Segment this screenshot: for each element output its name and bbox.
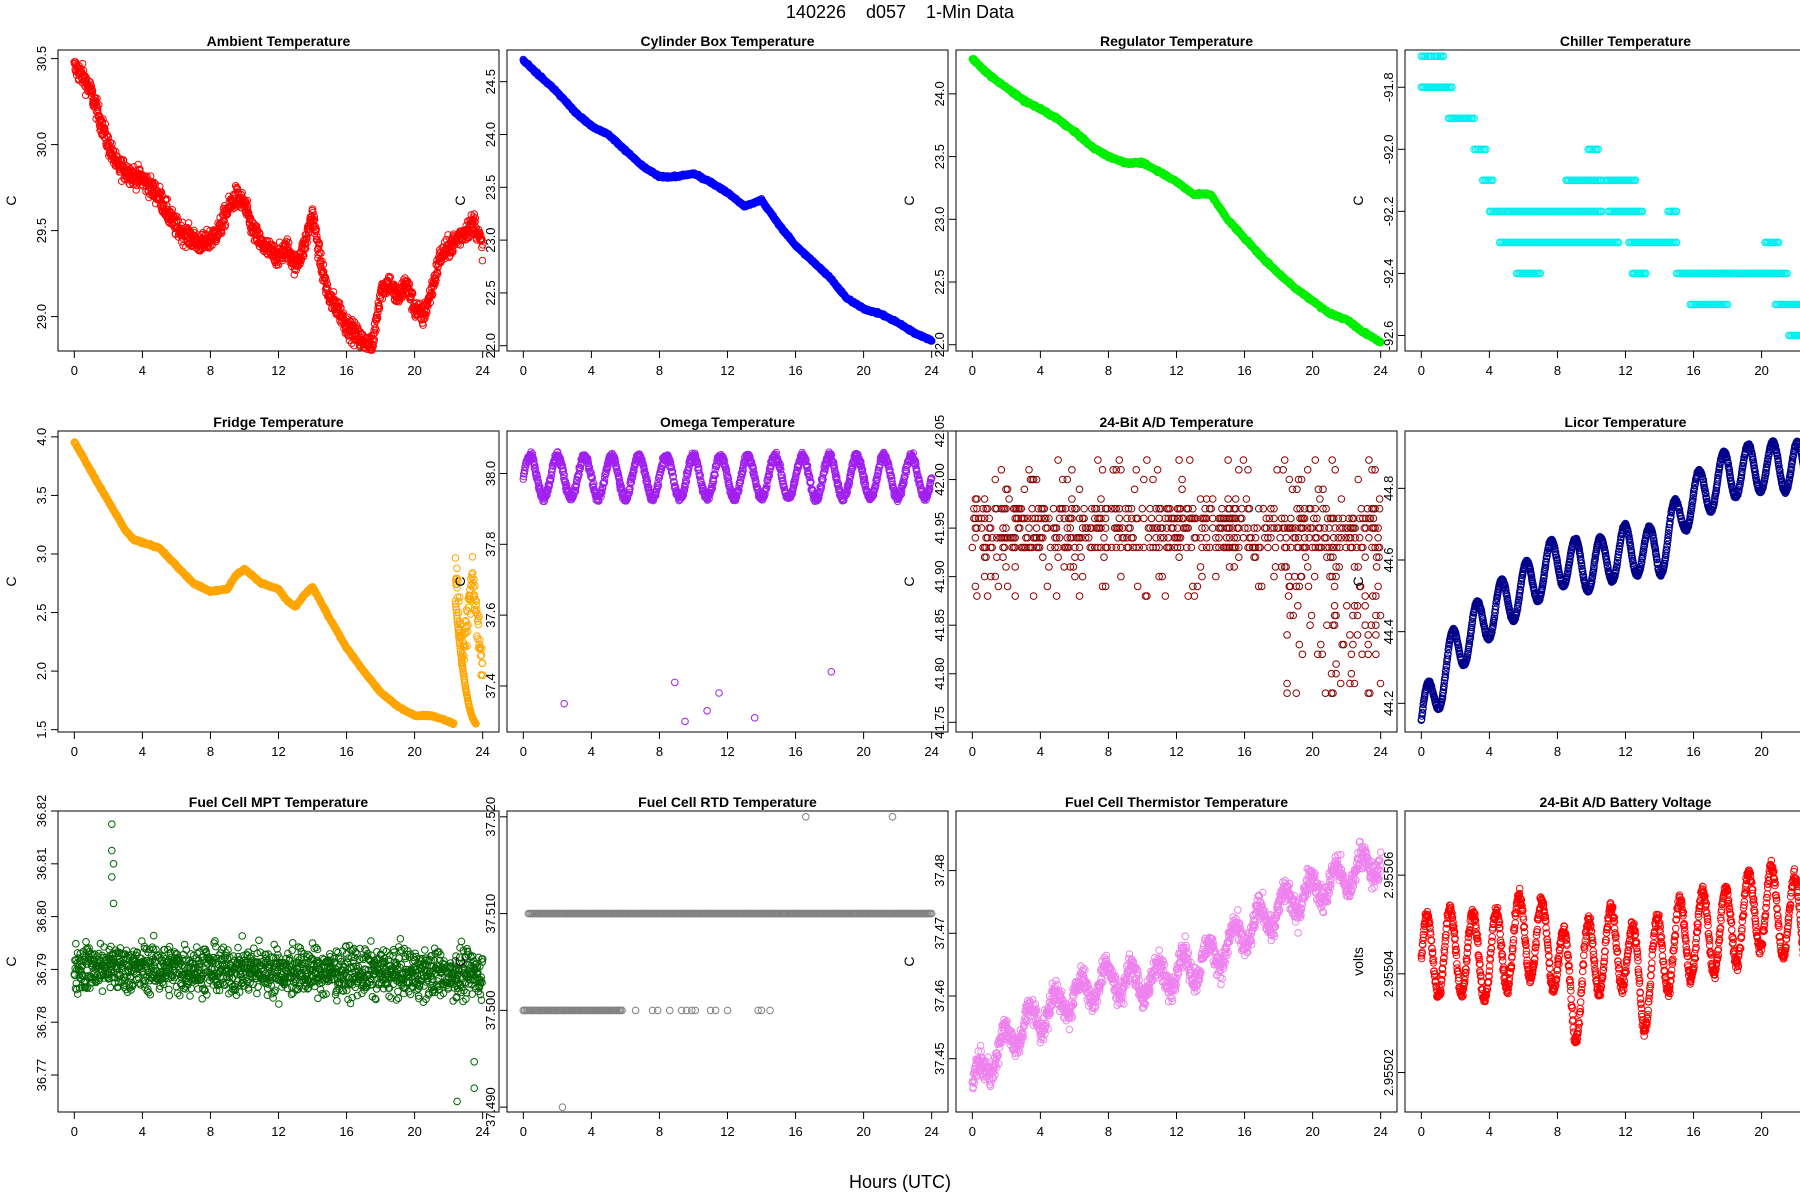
x-tick-label: 12	[1169, 363, 1183, 378]
x-tick-label: 0	[969, 363, 976, 378]
x-tick-label: 24	[475, 363, 489, 378]
chart-panel: Cylinder Box Temperature C 0 4 8 12 16 20 24 22.0…	[452, 33, 948, 378]
plot-frame	[58, 50, 499, 351]
y-tick-label: 23.5	[932, 144, 947, 169]
y-axis-label: C	[1350, 195, 1366, 205]
chart-panel: Chiller Temperature C 0 4 8 12 16 20 24 -92.6 -92.…	[1350, 33, 1800, 378]
y-tick-label: 23.0	[932, 207, 947, 232]
data-points	[71, 59, 486, 354]
y-tick-label: 29.0	[34, 304, 49, 329]
plot-frame	[1405, 50, 1800, 351]
x-tick-label: 16	[1686, 363, 1700, 378]
x-tick-label: 0	[520, 363, 527, 378]
x-tick-label: 20	[407, 363, 421, 378]
data-point	[479, 257, 486, 264]
x-tick-label: 8	[207, 363, 214, 378]
plot-grid: Ambient Temperature C 0 4 8 12 16 20 24 29.0 29.5 3…	[0, 0, 1800, 1200]
x-tick-label: 12	[271, 363, 285, 378]
x-tick-label: 20	[856, 363, 870, 378]
y-tick-label: 23.0	[483, 227, 498, 252]
x-tick-label: 4	[139, 363, 146, 378]
chart-title: Cylinder Box Temperature	[640, 33, 814, 49]
x-tick-label: 16	[339, 363, 353, 378]
data-points	[520, 56, 935, 344]
chart-panel: Ambient Temperature C 0 4 8 12 16 20 24 29.0 29.5 3…	[3, 33, 499, 378]
y-axis-label: C	[901, 195, 917, 205]
y-tick-label: 22.0	[932, 332, 947, 357]
plot-frame	[507, 50, 948, 351]
y-tick-label: -92.4	[1381, 259, 1396, 289]
x-tick-label: 24	[924, 363, 938, 378]
data-points	[1418, 53, 1800, 339]
x-tick-label: 4	[1037, 363, 1044, 378]
y-tick-label: 22.0	[483, 333, 498, 358]
x-tick-label: 8	[1554, 363, 1561, 378]
data-points	[969, 56, 1384, 346]
chart-title: Regulator Temperature	[1100, 33, 1253, 49]
x-tick-label: 20	[1754, 363, 1768, 378]
x-tick-label: 4	[1486, 363, 1493, 378]
x-tick-label: 16	[1237, 363, 1251, 378]
y-tick-label: 29.5	[34, 218, 49, 243]
chart-panel: Regulator Temperature C 0 4 8 12 16 20 24 22.0 22.…	[901, 33, 1397, 378]
y-tick-label: 30.5	[34, 46, 49, 71]
chart-title: Ambient Temperature	[207, 33, 351, 49]
y-tick-label: 22.5	[932, 269, 947, 294]
y-axis-label: C	[452, 195, 468, 205]
chart-title: Chiller Temperature	[1560, 33, 1691, 49]
y-tick-label: 24.0	[483, 122, 498, 147]
x-tick-label: 12	[720, 363, 734, 378]
x-tick-label: 16	[788, 363, 802, 378]
y-tick-label: 24.0	[932, 81, 947, 106]
y-tick-label: 30.0	[34, 132, 49, 157]
y-tick-label: -91.8	[1381, 72, 1396, 102]
x-tick-label: 8	[656, 363, 663, 378]
y-tick-label: 23.5	[483, 175, 498, 200]
x-tick-label: 8	[1105, 363, 1112, 378]
y-tick-label: 24.5	[483, 69, 498, 94]
data-point	[133, 187, 140, 194]
x-tick-label: 20	[1305, 363, 1319, 378]
x-tick-label: 0	[1418, 363, 1425, 378]
x-tick-label: 24	[1373, 363, 1387, 378]
y-tick-label: 22.5	[483, 280, 498, 305]
y-axis-label: C	[3, 195, 19, 205]
x-tick-label: 4	[588, 363, 595, 378]
y-tick-label: -92.0	[1381, 134, 1396, 164]
y-tick-label: -92.2	[1381, 197, 1396, 227]
y-tick-label: -92.6	[1381, 321, 1396, 351]
x-tick-label: 0	[71, 363, 78, 378]
x-tick-label: 12	[1618, 363, 1632, 378]
